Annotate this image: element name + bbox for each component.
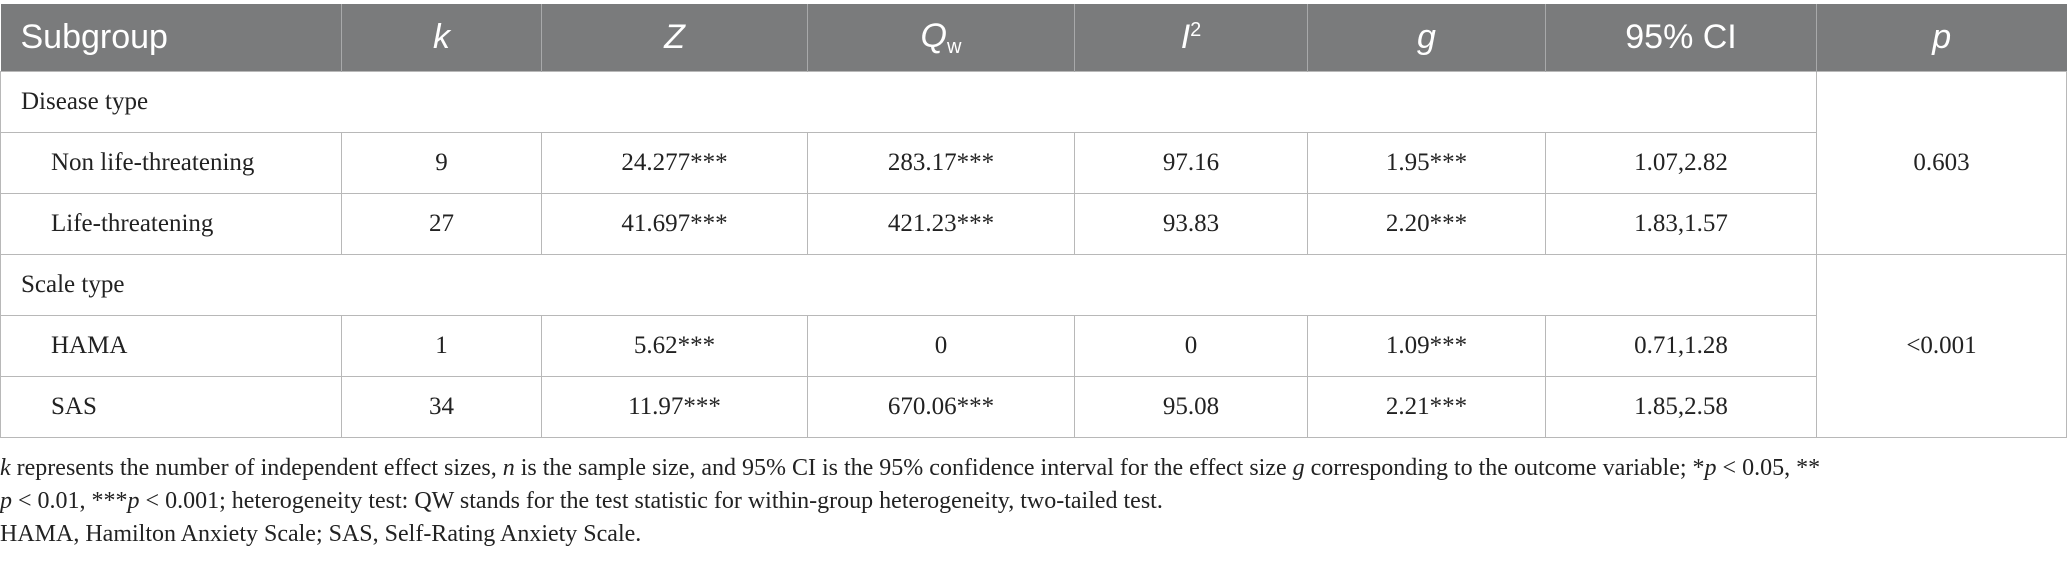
cell-subgroup: Life-threatening (0, 193, 342, 255)
footnote-p-symbol: p (127, 488, 140, 514)
header-qw-subscript: w (947, 35, 962, 58)
cell-k: 1 (341, 315, 542, 377)
footnote-text: is the sample size, and 95% CI is the 95… (514, 455, 1293, 481)
cell-ci: 1.83,1.57 (1545, 193, 1817, 255)
cell-ci: 0.71,1.28 (1545, 315, 1817, 377)
footnote-k-symbol: k (0, 455, 11, 481)
group-row-disease-type: Disease type 0.603 (0, 71, 2067, 255)
table-footnotes: k represents the number of independent e… (0, 452, 2060, 551)
table-header: Subgroup k Z Qw I2 g 95% CI p (0, 4, 2067, 72)
header-z: Z (541, 4, 808, 72)
group-p-value: <0.001 (1816, 254, 2067, 438)
footnote-text: < 0.001; heterogeneity test: QW stands f… (139, 488, 1163, 514)
cell-qw: 670.06*** (807, 376, 1075, 438)
cell-z: 11.97*** (541, 376, 808, 438)
group-label: Scale type (0, 254, 1817, 316)
cell-qw: 283.17*** (807, 132, 1075, 194)
subgroup-analysis-table: Subgroup k Z Qw I2 g 95% CI p Disease ty… (0, 4, 2067, 438)
cell-subgroup: SAS (0, 376, 342, 438)
group-p-value: 0.603 (1816, 71, 2067, 255)
cell-i2: 0 (1074, 315, 1308, 377)
table-row: SAS 34 11.97*** 670.06*** 95.08 2.21*** … (0, 376, 2067, 438)
footnote-g-symbol: g (1292, 455, 1305, 481)
cell-subgroup: HAMA (0, 315, 342, 377)
cell-ci: 1.07,2.82 (1545, 132, 1817, 194)
group-label: Disease type (0, 71, 1817, 133)
footnote-definitions: k represents the number of independent e… (0, 452, 2060, 518)
footnote-p-symbol: p (0, 488, 12, 514)
cell-z: 24.277*** (541, 132, 808, 194)
header-i2: I2 (1074, 4, 1308, 72)
table-row: Non life-threatening 9 24.277*** 283.17*… (0, 132, 2067, 194)
footnote-text: < 0.01, *** (12, 488, 128, 514)
cell-i2: 97.16 (1074, 132, 1308, 194)
cell-i2: 93.83 (1074, 193, 1308, 255)
cell-g: 2.20*** (1307, 193, 1546, 255)
footnote-n-symbol: n (502, 455, 515, 481)
cell-z: 41.697*** (541, 193, 808, 255)
cell-qw: 0 (807, 315, 1075, 377)
table-row: HAMA 1 5.62*** 0 0 1.09*** 0.71,1.28 (0, 315, 2067, 377)
header-ci: 95% CI (1545, 4, 1817, 72)
footnote-abbreviations: HAMA, Hamilton Anxiety Scale; SAS, Self-… (0, 521, 642, 547)
cell-ci: 1.85,2.58 (1545, 376, 1817, 438)
group-row-scale-type: Scale type <0.001 (0, 254, 2067, 438)
header-qw: Qw (807, 4, 1075, 72)
table-body: Disease type 0.603 Non life-threatening … (0, 71, 2067, 438)
cell-k: 34 (341, 376, 542, 438)
footnote-p-symbol: p (1704, 455, 1717, 481)
cell-subgroup: Non life-threatening (0, 132, 342, 194)
results-table-container: Subgroup k Z Qw I2 g 95% CI p Disease ty… (0, 4, 2067, 438)
header-k: k (341, 4, 542, 72)
cell-z: 5.62*** (541, 315, 808, 377)
cell-k: 27 (341, 193, 542, 255)
header-subgroup: Subgroup (0, 4, 342, 72)
cell-qw: 421.23*** (807, 193, 1075, 255)
header-qw-label: Q (920, 16, 947, 55)
header-p-label: p (1932, 18, 1952, 56)
footnote-text: represents the number of independent eff… (10, 455, 503, 481)
header-i2-superscript: 2 (1190, 19, 1202, 41)
footnote-text: < 0.05, ** (1716, 455, 1821, 481)
cell-i2: 95.08 (1074, 376, 1308, 438)
cell-k: 9 (341, 132, 542, 194)
header-k-label: k (433, 18, 450, 56)
header-g-label: g (1417, 18, 1436, 56)
footnote-text: corresponding to the outcome variable; * (1304, 455, 1705, 481)
cell-g: 1.09*** (1307, 315, 1546, 377)
header-i2-label: I (1180, 18, 1191, 56)
header-p: p (1816, 4, 2067, 72)
cell-g: 1.95*** (1307, 132, 1546, 194)
header-z-label: Z (664, 18, 685, 56)
header-g: g (1307, 4, 1546, 72)
cell-g: 2.21*** (1307, 376, 1546, 438)
header-row: Subgroup k Z Qw I2 g 95% CI p (0, 4, 2067, 72)
table-row: Life-threatening 27 41.697*** 421.23*** … (0, 193, 2067, 255)
